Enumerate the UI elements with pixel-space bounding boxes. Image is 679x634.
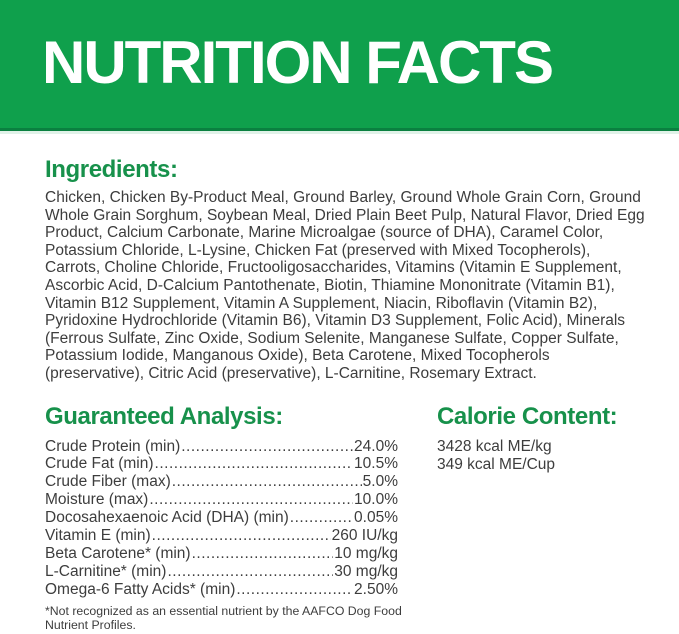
calorie-content-heading: Calorie Content:: [437, 402, 618, 430]
table-row: Vitamin E (min) 260 IU/kg: [45, 527, 398, 545]
nutrient-value: 5.0%: [362, 473, 398, 491]
nutrient-value: 2.50%: [354, 580, 398, 598]
table-row: Crude Protein (min) 24.0%: [45, 438, 398, 456]
leader-dots: [181, 438, 353, 456]
table-row: Crude Fiber (max) 5.0%: [45, 473, 398, 491]
table-row: Omega-6 Fatty Acids* (min) 2.50%: [45, 581, 398, 599]
nutrient-label: Beta Carotene* (min): [45, 544, 191, 562]
nutrient-value: 10 mg/kg: [334, 544, 398, 562]
table-row: Crude Fat (min) 10.5%: [45, 455, 398, 473]
nutrient-label: Docosahexaenoic Acid (DHA) (min): [45, 509, 289, 527]
ingredients-section: Ingredients: Chicken, Chicken By-Product…: [45, 156, 645, 383]
nutrient-value: 260 IU/kg: [331, 527, 398, 545]
ingredients-text: Chicken, Chicken By-Product Meal, Ground…: [45, 189, 645, 382]
nutrient-value: 24.0%: [354, 437, 398, 455]
leader-dots: [290, 509, 353, 527]
leader-dots: [167, 563, 333, 581]
leader-dots: [172, 473, 362, 491]
table-row: Moisture (max) 10.0%: [45, 491, 398, 509]
ingredients-heading: Ingredients:: [45, 156, 178, 183]
leader-dots: [152, 527, 331, 545]
calorie-content-section: Calorie Content: 3428 kcal ME/kg 349 kca…: [437, 402, 618, 633]
guaranteed-analysis-section: Guaranteed Analysis: Crude Protein (min)…: [45, 402, 402, 633]
aafco-footnote: *Not recognized as an essential nutrient…: [45, 603, 402, 632]
leader-dots: [155, 455, 354, 473]
nutrient-value: 30 mg/kg: [334, 562, 398, 580]
analysis-columns: Guaranteed Analysis: Crude Protein (min)…: [45, 403, 645, 633]
table-row: Docosahexaenoic Acid (DHA) (min) 0.05%: [45, 509, 398, 527]
nutrient-value: 0.05%: [354, 509, 398, 527]
nutrient-label: Crude Protein (min): [45, 437, 181, 455]
guaranteed-analysis-table: Crude Protein (min) 24.0% Crude Fat (min…: [45, 438, 398, 599]
nutrient-label: Crude Fat (min): [45, 455, 154, 473]
table-row: L-Carnitine* (min) 30 mg/kg: [45, 563, 398, 581]
nutrient-label: Omega-6 Fatty Acids* (min): [45, 580, 236, 598]
nutrient-label: Crude Fiber (max): [45, 473, 171, 491]
label-content: Ingredients: Chicken, Chicken By-Product…: [0, 156, 679, 632]
nutrient-label: L-Carnitine* (min): [45, 562, 167, 580]
nutrient-label: Moisture (max): [45, 491, 149, 509]
table-row: Beta Carotene* (min) 10 mg/kg: [45, 545, 398, 563]
nutrient-value: 10.0%: [354, 491, 398, 509]
header-banner: NUTRITION FACTS: [0, 0, 679, 131]
leader-dots: [149, 491, 353, 509]
page-title: NUTRITION FACTS: [42, 28, 554, 96]
calorie-line-kg: 3428 kcal ME/kg: [437, 437, 552, 455]
nutrient-label: Vitamin E (min): [45, 527, 151, 545]
guaranteed-analysis-heading: Guaranteed Analysis:: [45, 402, 283, 430]
leader-dots: [192, 545, 334, 563]
leader-dots: [236, 581, 353, 599]
nutrient-value: 10.5%: [354, 455, 398, 473]
calorie-line-cup: 349 kcal ME/Cup: [437, 455, 556, 473]
calorie-lines: 3428 kcal ME/kg 349 kcal ME/Cup: [437, 438, 617, 474]
